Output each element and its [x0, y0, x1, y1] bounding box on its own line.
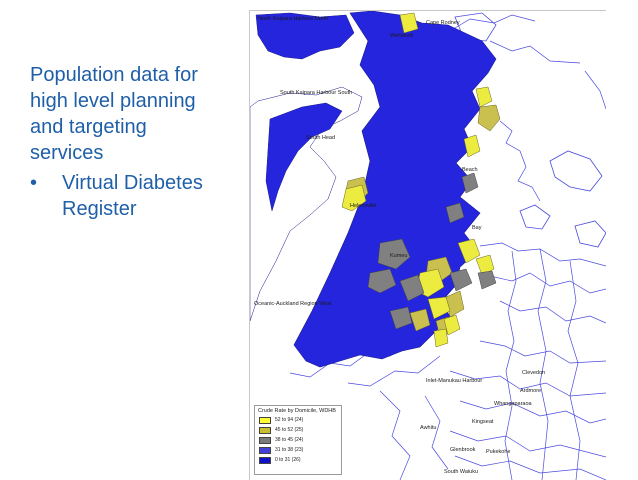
bullet-line-1: Virtual Diabetes — [62, 172, 203, 194]
bullet-line-2: Register — [62, 198, 137, 220]
north-peninsula — [255, 12, 355, 60]
slide-text: Population data for high level planning … — [30, 62, 242, 222]
legend-label-3: 38 to 45 (24) — [275, 437, 304, 443]
legend-swatch-2 — [259, 426, 271, 434]
label-glenbrook: Glenbrook — [450, 447, 476, 453]
label-whangapoua: Whangaparaoa — [494, 401, 533, 407]
legend-item: 52 to 94 (24) — [255, 415, 341, 425]
label-ardmore: Ardmore — [520, 388, 541, 394]
legend-item: 45 to 52 (25) — [255, 425, 341, 435]
legend-title: Crude Rate by Domicile, WDHB — [258, 408, 336, 414]
legend-item: 38 to 45 (24) — [255, 435, 341, 445]
legend-item: 0 to 31 (26) — [255, 455, 341, 465]
label-cape-rodney: Cape Rodney — [426, 20, 460, 26]
west-coast — [265, 102, 343, 212]
bullet-item: • Virtual Diabetes Register — [30, 170, 242, 222]
label-beach: Beach — [462, 167, 478, 173]
label-south-head: South Head — [306, 135, 335, 141]
bullet-symbol: • — [30, 172, 38, 194]
region-map: North Kaipara Harbour North Cape Rodney … — [249, 10, 606, 480]
bullet-text: Virtual Diabetes Register — [62, 170, 203, 222]
legend-label-1: 52 to 94 (24) — [275, 417, 304, 423]
heading-line-3: and targeting — [30, 116, 147, 138]
legend-label-4: 31 to 38 (23) — [275, 447, 304, 453]
heading-line-4: services — [30, 142, 104, 164]
legend-swatch-5 — [259, 456, 271, 464]
heading-line-1: Population data for — [30, 64, 198, 86]
legend-swatch-1 — [259, 416, 271, 424]
label-wellsford: Wellsford — [390, 33, 413, 39]
label-south-waiuku: South Waiuku — [444, 469, 478, 475]
legend-label-2: 45 to 52 (25) — [275, 427, 304, 433]
legend-swatch-4 — [259, 446, 271, 454]
map-canvas: North Kaipara Harbour North Cape Rodney … — [250, 11, 606, 480]
legend-item: 31 to 38 (23) — [255, 445, 341, 455]
label-south-kaipara: South Kaipara Harbour South — [280, 90, 352, 96]
legend-swatch-3 — [259, 436, 271, 444]
label-helensville: Helensville — [350, 203, 377, 209]
grey-areas — [367, 172, 497, 330]
yellow-areas — [341, 12, 495, 348]
label-manukau-harbour: Inlet-Manukau Harbour — [426, 378, 482, 384]
label-north-kaipara: North Kaipara Harbour North — [258, 16, 328, 22]
label-kumeu: Kumeu — [390, 253, 407, 259]
label-clevedon: Clevedon — [522, 370, 545, 376]
label-bay: Bay — [472, 225, 482, 231]
label-pukekohe: Pukekohe — [486, 449, 510, 455]
label-kingseat: Kingseat — [472, 419, 494, 425]
heading-line-2: high level planning — [30, 90, 196, 112]
slide-heading: Population data for high level planning … — [30, 62, 242, 166]
boundary-lines — [289, 14, 606, 480]
map-legend: Crude Rate by Domicile, WDHB 52 to 94 (2… — [254, 405, 342, 475]
label-awhitu: Awhitu — [420, 425, 436, 431]
label-oceanic: Oceanic-Auckland Region West — [254, 301, 332, 307]
legend-label-5: 0 to 31 (26) — [275, 457, 301, 463]
